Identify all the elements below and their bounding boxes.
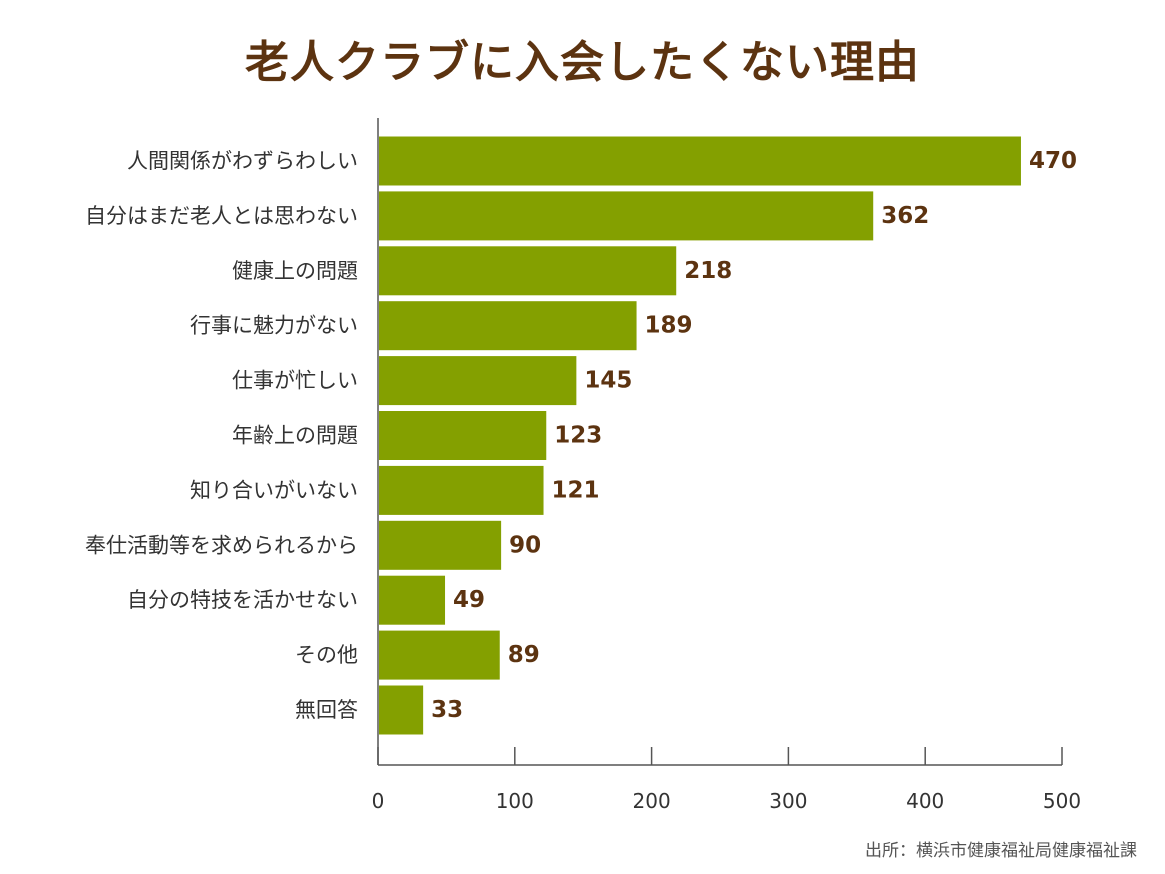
- bar-1: [379, 191, 874, 241]
- value-label-4: 145: [584, 368, 632, 394]
- value-label-6: 121: [552, 477, 600, 503]
- value-label-8: 49: [453, 587, 485, 613]
- bar-4: [379, 356, 577, 406]
- value-label-0: 470: [1029, 148, 1077, 174]
- bar-7: [379, 520, 502, 570]
- x-tick-label-3: 300: [769, 789, 807, 813]
- category-label-7: 奉仕活動等を求められるから: [85, 533, 358, 557]
- value-label-2: 218: [684, 258, 732, 284]
- category-label-8: 自分の特技を活かせない: [127, 588, 358, 612]
- category-label-10: 無回答: [295, 698, 358, 722]
- bar-6: [379, 465, 544, 515]
- bar-10: [379, 685, 424, 735]
- category-label-5: 年齢上の問題: [232, 424, 358, 448]
- category-label-2: 健康上の問題: [232, 259, 358, 283]
- bar-0: [379, 136, 1021, 186]
- bars-group: [379, 136, 1021, 735]
- value-label-3: 189: [645, 313, 693, 339]
- value-label-7: 90: [509, 532, 541, 558]
- x-tick-label-2: 200: [633, 789, 671, 813]
- category-label-4: 仕事が忙しい: [232, 369, 358, 393]
- value-label-9: 89: [508, 642, 540, 668]
- x-tick-label-4: 400: [906, 789, 944, 813]
- category-label-1: 自分はまだ老人とは思わない: [85, 204, 358, 228]
- x-tick-label-0: 0: [372, 789, 385, 813]
- category-label-3: 行事に魅力がない: [190, 314, 358, 338]
- x-tick-label-5: 500: [1043, 789, 1081, 813]
- bar-2: [379, 246, 677, 296]
- value-label-5: 123: [554, 423, 602, 449]
- bar-8: [379, 575, 446, 625]
- category-label-6: 知り合いがいない: [190, 478, 358, 502]
- category-label-9: その他: [295, 643, 358, 667]
- category-label-0: 人間関係がわずらわしい: [127, 149, 358, 173]
- value-label-1: 362: [881, 203, 929, 229]
- bar-3: [379, 301, 637, 351]
- axes: 0 100 200 300 400 500: [372, 118, 1081, 813]
- category-labels: 人間関係がわずらわしい自分はまだ老人とは思わない健康上の問題行事に魅力がない仕事…: [85, 149, 358, 722]
- value-labels: 470 362 218 189 145 123 121 90 49 89 33: [431, 148, 1077, 723]
- x-tick-label-1: 100: [496, 789, 534, 813]
- bar-5: [379, 411, 547, 460]
- chart-title: 老人クラブに入会したくない理由: [245, 37, 920, 88]
- bar-9: [379, 630, 500, 680]
- value-label-10: 33: [431, 697, 463, 723]
- source-note: 出所：横浜市健康福祉局健康福祉課: [865, 841, 1137, 861]
